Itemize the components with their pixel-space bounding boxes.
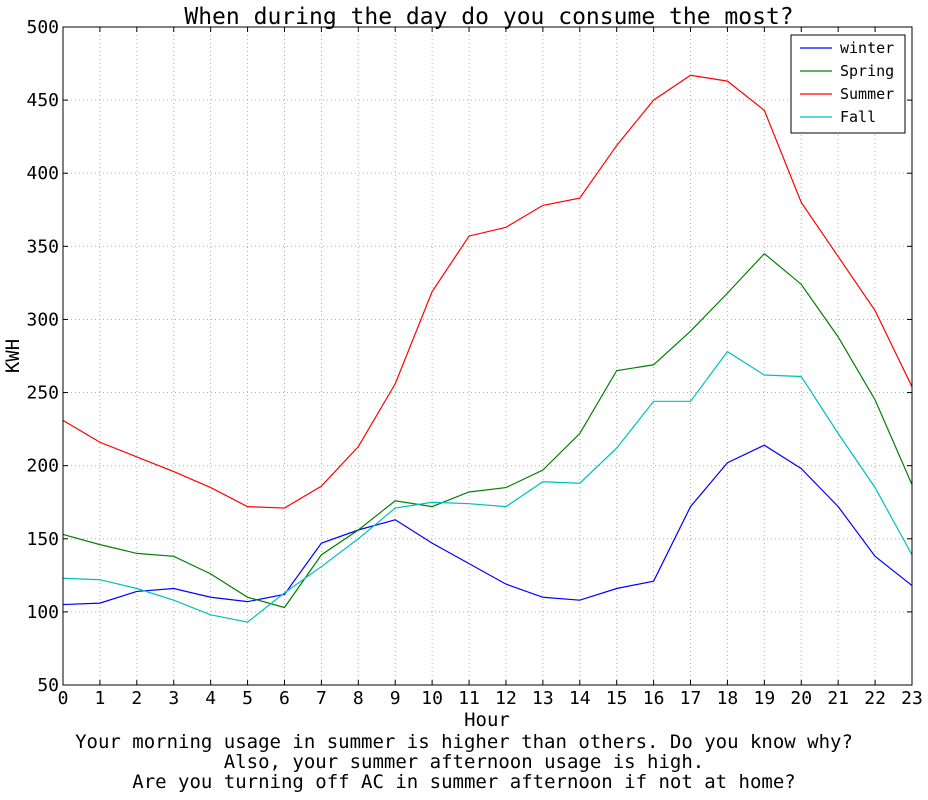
series-line-fall (62, 350, 913, 623)
plot-frame (62, 26, 913, 686)
x-tick-label: 12 (495, 688, 517, 709)
x-tick-label: 10 (421, 688, 443, 709)
x-tick-label: 14 (569, 688, 591, 709)
x-tick-label: 16 (643, 688, 665, 709)
y-axis-ticks: 50 100 150 200 250 300 350 400 450 500 (26, 17, 912, 696)
x-tick-label: 4 (205, 688, 216, 709)
x-tick-label: 0 (58, 688, 69, 709)
y-tick-label: 400 (26, 163, 59, 184)
x-tick-label: 8 (353, 688, 364, 709)
legend: winter Spring Summer Fall (790, 34, 906, 134)
y-tick-label: 150 (26, 529, 59, 550)
x-tick-label: 20 (790, 688, 812, 709)
y-tick-label: 50 (37, 675, 59, 696)
x-tick-label: 15 (606, 688, 628, 709)
caption-line-3: Are you turning off AC in summer afterno… (132, 771, 796, 793)
x-tick-label: 22 (864, 688, 886, 709)
legend-label-fall: Fall (840, 108, 876, 126)
x-tick-label: 1 (94, 688, 105, 709)
chart-title: When during the day do you consume the m… (184, 4, 793, 30)
x-tick-label: 13 (532, 688, 554, 709)
y-axis-label: KWH (2, 339, 24, 373)
x-tick-label: 7 (316, 688, 327, 709)
x-tick-label: 11 (458, 688, 480, 709)
series-lines (62, 74, 913, 623)
y-tick-label: 500 (26, 17, 59, 38)
series-line-spring (62, 252, 913, 609)
x-tick-label: 23 (901, 688, 923, 709)
x-tick-label: 6 (279, 688, 290, 709)
line-chart: When during the day do you consume the m… (2, 4, 923, 731)
x-tick-label: 2 (131, 688, 142, 709)
caption: Your morning usage in summer is higher t… (0, 732, 928, 792)
legend-label-winter: winter (840, 39, 894, 57)
y-tick-label: 250 (26, 383, 59, 404)
caption-line-2: Also, your summer afternoon usage is hig… (223, 751, 705, 773)
x-tick-label: 3 (168, 688, 179, 709)
legend-label-summer: Summer (840, 85, 894, 103)
x-tick-label: 17 (680, 688, 702, 709)
y-tick-label: 350 (26, 236, 59, 257)
x-tick-label: 21 (827, 688, 849, 709)
y-tick-label: 200 (26, 456, 59, 477)
x-tick-label: 9 (390, 688, 401, 709)
y-tick-label: 450 (26, 90, 59, 111)
legend-label-spring: Spring (840, 62, 894, 80)
x-tick-label: 18 (717, 688, 739, 709)
caption-line-1: Your morning usage in summer is higher t… (75, 731, 853, 753)
x-axis-ticks: 0 1 2 3 4 5 6 7 8 9 10 11 12 13 14 15 16 17 18 19 20 21 22 23 (58, 27, 923, 709)
series-line-winter (62, 444, 913, 606)
y-tick-label: 300 (26, 309, 59, 330)
series-line-summer (62, 74, 913, 509)
y-tick-label: 100 (26, 602, 59, 623)
x-tick-label: 19 (754, 688, 776, 709)
grid-lines (63, 27, 912, 685)
x-axis-label: Hour (464, 709, 510, 731)
x-tick-label: 5 (242, 688, 253, 709)
